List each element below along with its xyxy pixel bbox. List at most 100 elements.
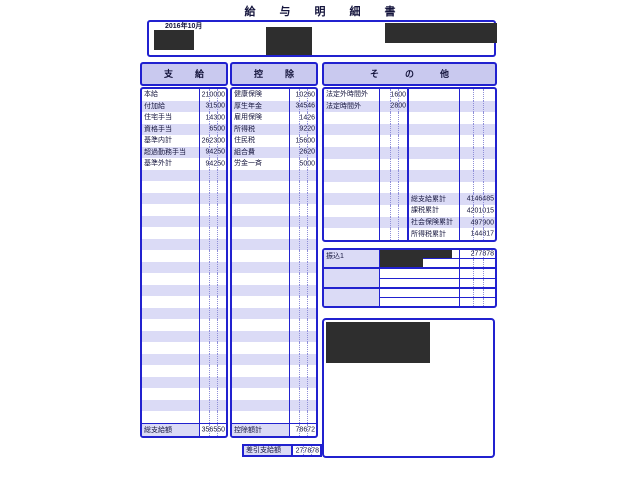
row-value-cell — [199, 284, 226, 297]
row-label — [232, 239, 289, 251]
row-label — [232, 181, 289, 193]
row-label: 超過勤務手当 — [144, 148, 186, 156]
row-label — [232, 273, 289, 285]
row-label — [324, 193, 379, 205]
ledger-row — [232, 273, 316, 285]
row-label — [232, 354, 289, 366]
other-left-rows: 法定外時間外 1600 法定時間外 2800 — [324, 89, 407, 240]
transfer-3-account-area — [380, 298, 459, 306]
ledger-row — [142, 353, 226, 366]
row-label — [232, 204, 289, 216]
row-label: 労金一斉 — [234, 160, 262, 168]
ledger-row — [232, 388, 316, 400]
row-value-cell: 1426 — [289, 112, 316, 124]
row-amount: 2800 — [390, 102, 406, 110]
ledger-row — [142, 169, 226, 182]
row-value-cell — [289, 399, 316, 412]
row-value-cell — [199, 307, 226, 320]
ledger-row — [324, 216, 407, 229]
ledger-row: 厚生年金 34546 — [232, 100, 316, 113]
row-label: 社会保険累計 — [411, 219, 453, 226]
transfer-2-subrow — [380, 269, 495, 278]
row-amount: 14300 — [205, 114, 225, 122]
row-value-cell — [459, 170, 495, 182]
ledger-row — [232, 261, 316, 274]
row-value-cell — [289, 307, 316, 320]
ledger-row: 社会保険累計 497900 — [409, 216, 495, 229]
row-value-cell: 2800 — [379, 100, 407, 113]
ledger-row: 課税累計 4201015 — [409, 205, 495, 217]
row-value-cell — [199, 330, 226, 343]
transfer-2-subrow — [380, 277, 495, 287]
row-label: 厚生年金 — [234, 102, 262, 110]
row-value-cell: 31500 — [199, 100, 226, 113]
transfer-1-account-area — [380, 250, 459, 258]
row-value-cell: 2620 — [289, 146, 316, 159]
row-label — [142, 331, 199, 343]
row-label — [142, 204, 199, 216]
row-value-cell — [289, 319, 316, 331]
ledger-row — [324, 135, 407, 148]
transfer-3-subrow — [380, 288, 495, 298]
redacted-block — [380, 258, 423, 268]
row-label — [142, 319, 199, 331]
ledger-row — [232, 215, 316, 228]
row-label — [324, 135, 379, 147]
transfer-1-subrow — [380, 258, 495, 268]
row-label — [142, 181, 199, 193]
payment-rows: 本給 210000 付加給 31500 住宅手当 14300 資格手当 6500 基準内計 262… — [142, 89, 226, 423]
row-value-cell — [199, 192, 226, 205]
row-value-cell — [199, 227, 226, 239]
other-table-left: 法定外時間外 1600 法定時間外 2800 — [324, 89, 409, 240]
deduction-header-label: 控除 — [254, 68, 317, 79]
row-label — [232, 342, 289, 354]
row-label — [232, 227, 289, 239]
ledger-row — [324, 193, 407, 206]
row-value-cell — [199, 250, 226, 262]
pay-period-date: 2016年10月 — [165, 23, 203, 30]
ledger-row — [142, 284, 226, 297]
transfer-1-body: 277878 — [380, 250, 495, 268]
row-value-cell — [289, 330, 316, 343]
row-label — [142, 216, 199, 228]
deduction-total-row: 控除額計 78672 — [232, 423, 316, 436]
row-label — [232, 262, 289, 274]
row-amount: 94250 — [205, 148, 225, 156]
row-label — [142, 227, 199, 239]
ledger-row: 住民税 15600 — [232, 135, 316, 147]
row-value-cell — [289, 284, 316, 297]
ledger-row: 労金一斉 5000 — [232, 158, 316, 170]
ledger-row — [142, 388, 226, 400]
row-value-cell — [199, 296, 226, 308]
row-value-cell — [199, 388, 226, 400]
row-label — [142, 411, 199, 423]
ledger-row: 総支給累計 4146485 — [409, 193, 495, 206]
row-label — [232, 193, 289, 205]
row-label — [142, 400, 199, 412]
row-value-cell — [199, 238, 226, 251]
row-label: 基準外計 — [144, 160, 172, 168]
row-amount: 4201015 — [466, 207, 494, 215]
row-value-cell — [199, 411, 226, 423]
ledger-row — [142, 307, 226, 320]
ledger-row — [232, 238, 316, 251]
transfer-row-1: 振込1 277878 — [324, 250, 495, 268]
row-label: 健康保険 — [234, 91, 262, 99]
row-label: 付加給 — [144, 102, 165, 110]
ledger-row: 法定時間外 2800 — [324, 100, 407, 113]
ledger-row — [232, 330, 316, 343]
ledger-row — [142, 319, 226, 331]
row-value-cell — [289, 181, 316, 193]
ledger-row — [409, 170, 495, 182]
redacted-block — [326, 322, 430, 363]
payment-table: 本給 210000 付加給 31500 住宅手当 14300 資格手当 6500 基準内計 262… — [140, 87, 228, 438]
row-label: 総支給累計 — [411, 195, 446, 203]
ledger-row: 本給 210000 — [142, 89, 226, 101]
row-value-cell — [459, 100, 495, 113]
row-value-cell — [289, 227, 316, 239]
payment-total-cell: 356550 — [199, 424, 226, 436]
row-value-cell — [459, 135, 495, 148]
row-amount: 5000 — [299, 160, 315, 168]
row-value-cell — [199, 204, 226, 216]
row-label: 本給 — [144, 91, 158, 99]
